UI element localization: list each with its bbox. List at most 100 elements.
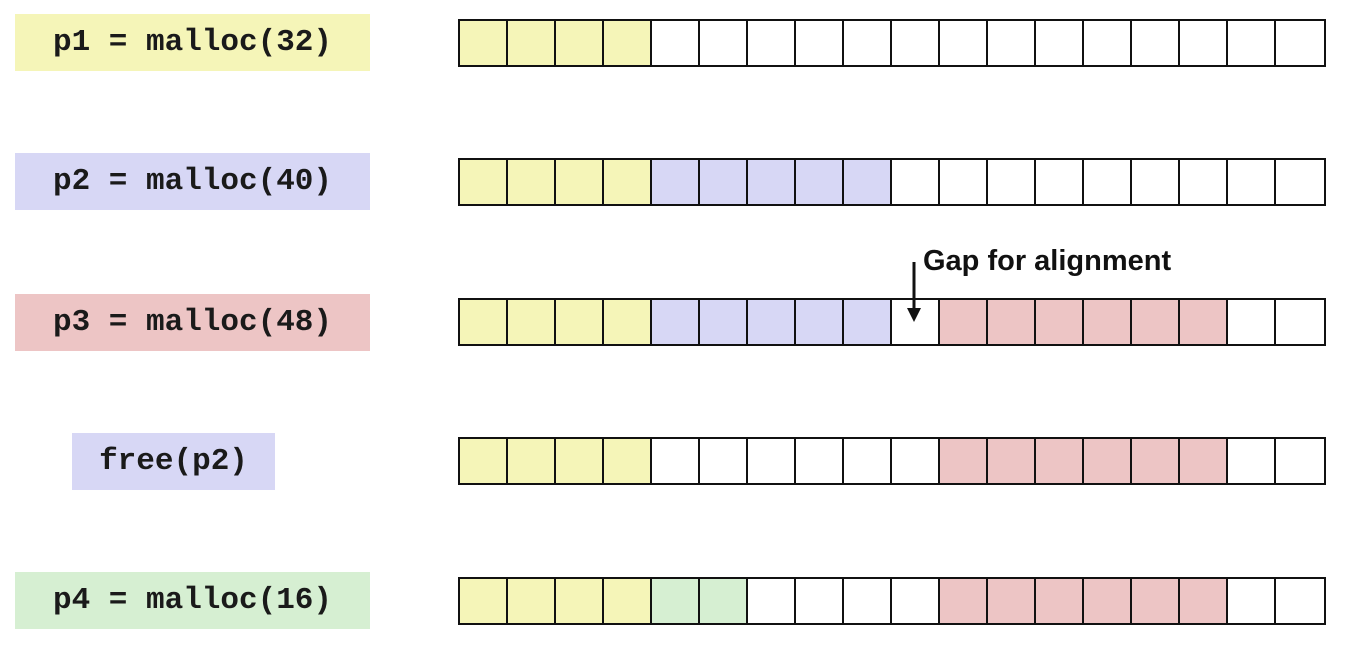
p1-block-cell: [604, 160, 652, 204]
p2-block-cell: [700, 300, 748, 344]
heap-row-4: [458, 437, 1326, 485]
free-word-cell: [940, 21, 988, 65]
p1-block-cell: [604, 439, 652, 483]
free-word-cell: [652, 21, 700, 65]
heap-row-3: [458, 298, 1326, 346]
p1-block-cell: [460, 21, 508, 65]
gap-for-alignment-label: Gap for alignment: [923, 245, 1172, 277]
p3-block-cell: [1132, 439, 1180, 483]
down-arrow-icon: [904, 262, 924, 329]
p3-block-cell: [940, 439, 988, 483]
p4-block-cell: [652, 579, 700, 623]
p3-block-cell: [1036, 300, 1084, 344]
free-word-cell: [844, 21, 892, 65]
free-word-cell: [1180, 160, 1228, 204]
p1-block-cell: [604, 579, 652, 623]
free-word-cell: [892, 439, 940, 483]
free-word-cell: [1228, 160, 1276, 204]
p3-block-cell: [1084, 300, 1132, 344]
p1-block-cell: [508, 300, 556, 344]
p3-block-cell: [988, 439, 1036, 483]
p3-block-cell: [1084, 579, 1132, 623]
p3-block-cell: [1132, 300, 1180, 344]
p2-block-cell: [652, 160, 700, 204]
free-word-cell: [748, 21, 796, 65]
free-word-cell: [892, 21, 940, 65]
op-label-free-p2: free(p2): [72, 433, 275, 490]
p3-block-cell: [1036, 579, 1084, 623]
free-word-cell: [1084, 160, 1132, 204]
free-word-cell: [1132, 21, 1180, 65]
free-word-cell: [1228, 579, 1276, 623]
p3-block-cell: [1180, 579, 1228, 623]
p1-block-cell: [508, 579, 556, 623]
free-word-cell: [988, 160, 1036, 204]
free-word-cell: [1276, 579, 1324, 623]
p3-block-cell: [1132, 579, 1180, 623]
p1-block-cell: [460, 160, 508, 204]
op-label-p2-malloc: p2 = malloc(40): [15, 153, 370, 210]
p1-block-cell: [508, 439, 556, 483]
free-word-cell: [940, 160, 988, 204]
free-word-cell: [892, 300, 940, 344]
p3-block-cell: [1180, 439, 1228, 483]
p3-block-cell: [988, 579, 1036, 623]
p2-block-cell: [652, 300, 700, 344]
free-word-cell: [748, 439, 796, 483]
p2-block-cell: [844, 300, 892, 344]
p4-block-cell: [700, 579, 748, 623]
p3-block-cell: [988, 300, 1036, 344]
free-word-cell: [652, 439, 700, 483]
p2-block-cell: [844, 160, 892, 204]
free-word-cell: [748, 579, 796, 623]
p2-block-cell: [796, 160, 844, 204]
free-word-cell: [1228, 439, 1276, 483]
free-word-cell: [844, 579, 892, 623]
free-word-cell: [1036, 160, 1084, 204]
p1-block-cell: [556, 160, 604, 204]
free-word-cell: [796, 439, 844, 483]
free-word-cell: [892, 579, 940, 623]
p1-block-cell: [556, 439, 604, 483]
free-word-cell: [1276, 21, 1324, 65]
p2-block-cell: [748, 160, 796, 204]
p1-block-cell: [508, 160, 556, 204]
free-word-cell: [796, 579, 844, 623]
heap-row-2: [458, 158, 1326, 206]
free-word-cell: [988, 21, 1036, 65]
heap-row-5: [458, 577, 1326, 625]
free-word-cell: [700, 21, 748, 65]
free-word-cell: [844, 439, 892, 483]
free-word-cell: [1228, 300, 1276, 344]
free-word-cell: [1228, 21, 1276, 65]
p1-block-cell: [556, 300, 604, 344]
p2-block-cell: [796, 300, 844, 344]
p1-block-cell: [460, 579, 508, 623]
p1-block-cell: [604, 21, 652, 65]
heap-row-1: [458, 19, 1326, 67]
free-word-cell: [700, 439, 748, 483]
free-word-cell: [1276, 160, 1324, 204]
free-word-cell: [796, 21, 844, 65]
p1-block-cell: [556, 579, 604, 623]
op-label-p4-malloc: p4 = malloc(16): [15, 572, 370, 629]
p1-block-cell: [460, 439, 508, 483]
p1-block-cell: [556, 21, 604, 65]
p1-block-cell: [604, 300, 652, 344]
p3-block-cell: [1180, 300, 1228, 344]
free-word-cell: [1132, 160, 1180, 204]
p1-block-cell: [508, 21, 556, 65]
p2-block-cell: [700, 160, 748, 204]
p2-block-cell: [748, 300, 796, 344]
p1-block-cell: [460, 300, 508, 344]
free-word-cell: [1276, 300, 1324, 344]
free-word-cell: [1276, 439, 1324, 483]
p3-block-cell: [940, 579, 988, 623]
free-word-cell: [1180, 21, 1228, 65]
p3-block-cell: [940, 300, 988, 344]
p3-block-cell: [1084, 439, 1132, 483]
p3-block-cell: [1036, 439, 1084, 483]
op-label-p1-malloc: p1 = malloc(32): [15, 14, 370, 71]
free-word-cell: [1036, 21, 1084, 65]
free-word-cell: [892, 160, 940, 204]
